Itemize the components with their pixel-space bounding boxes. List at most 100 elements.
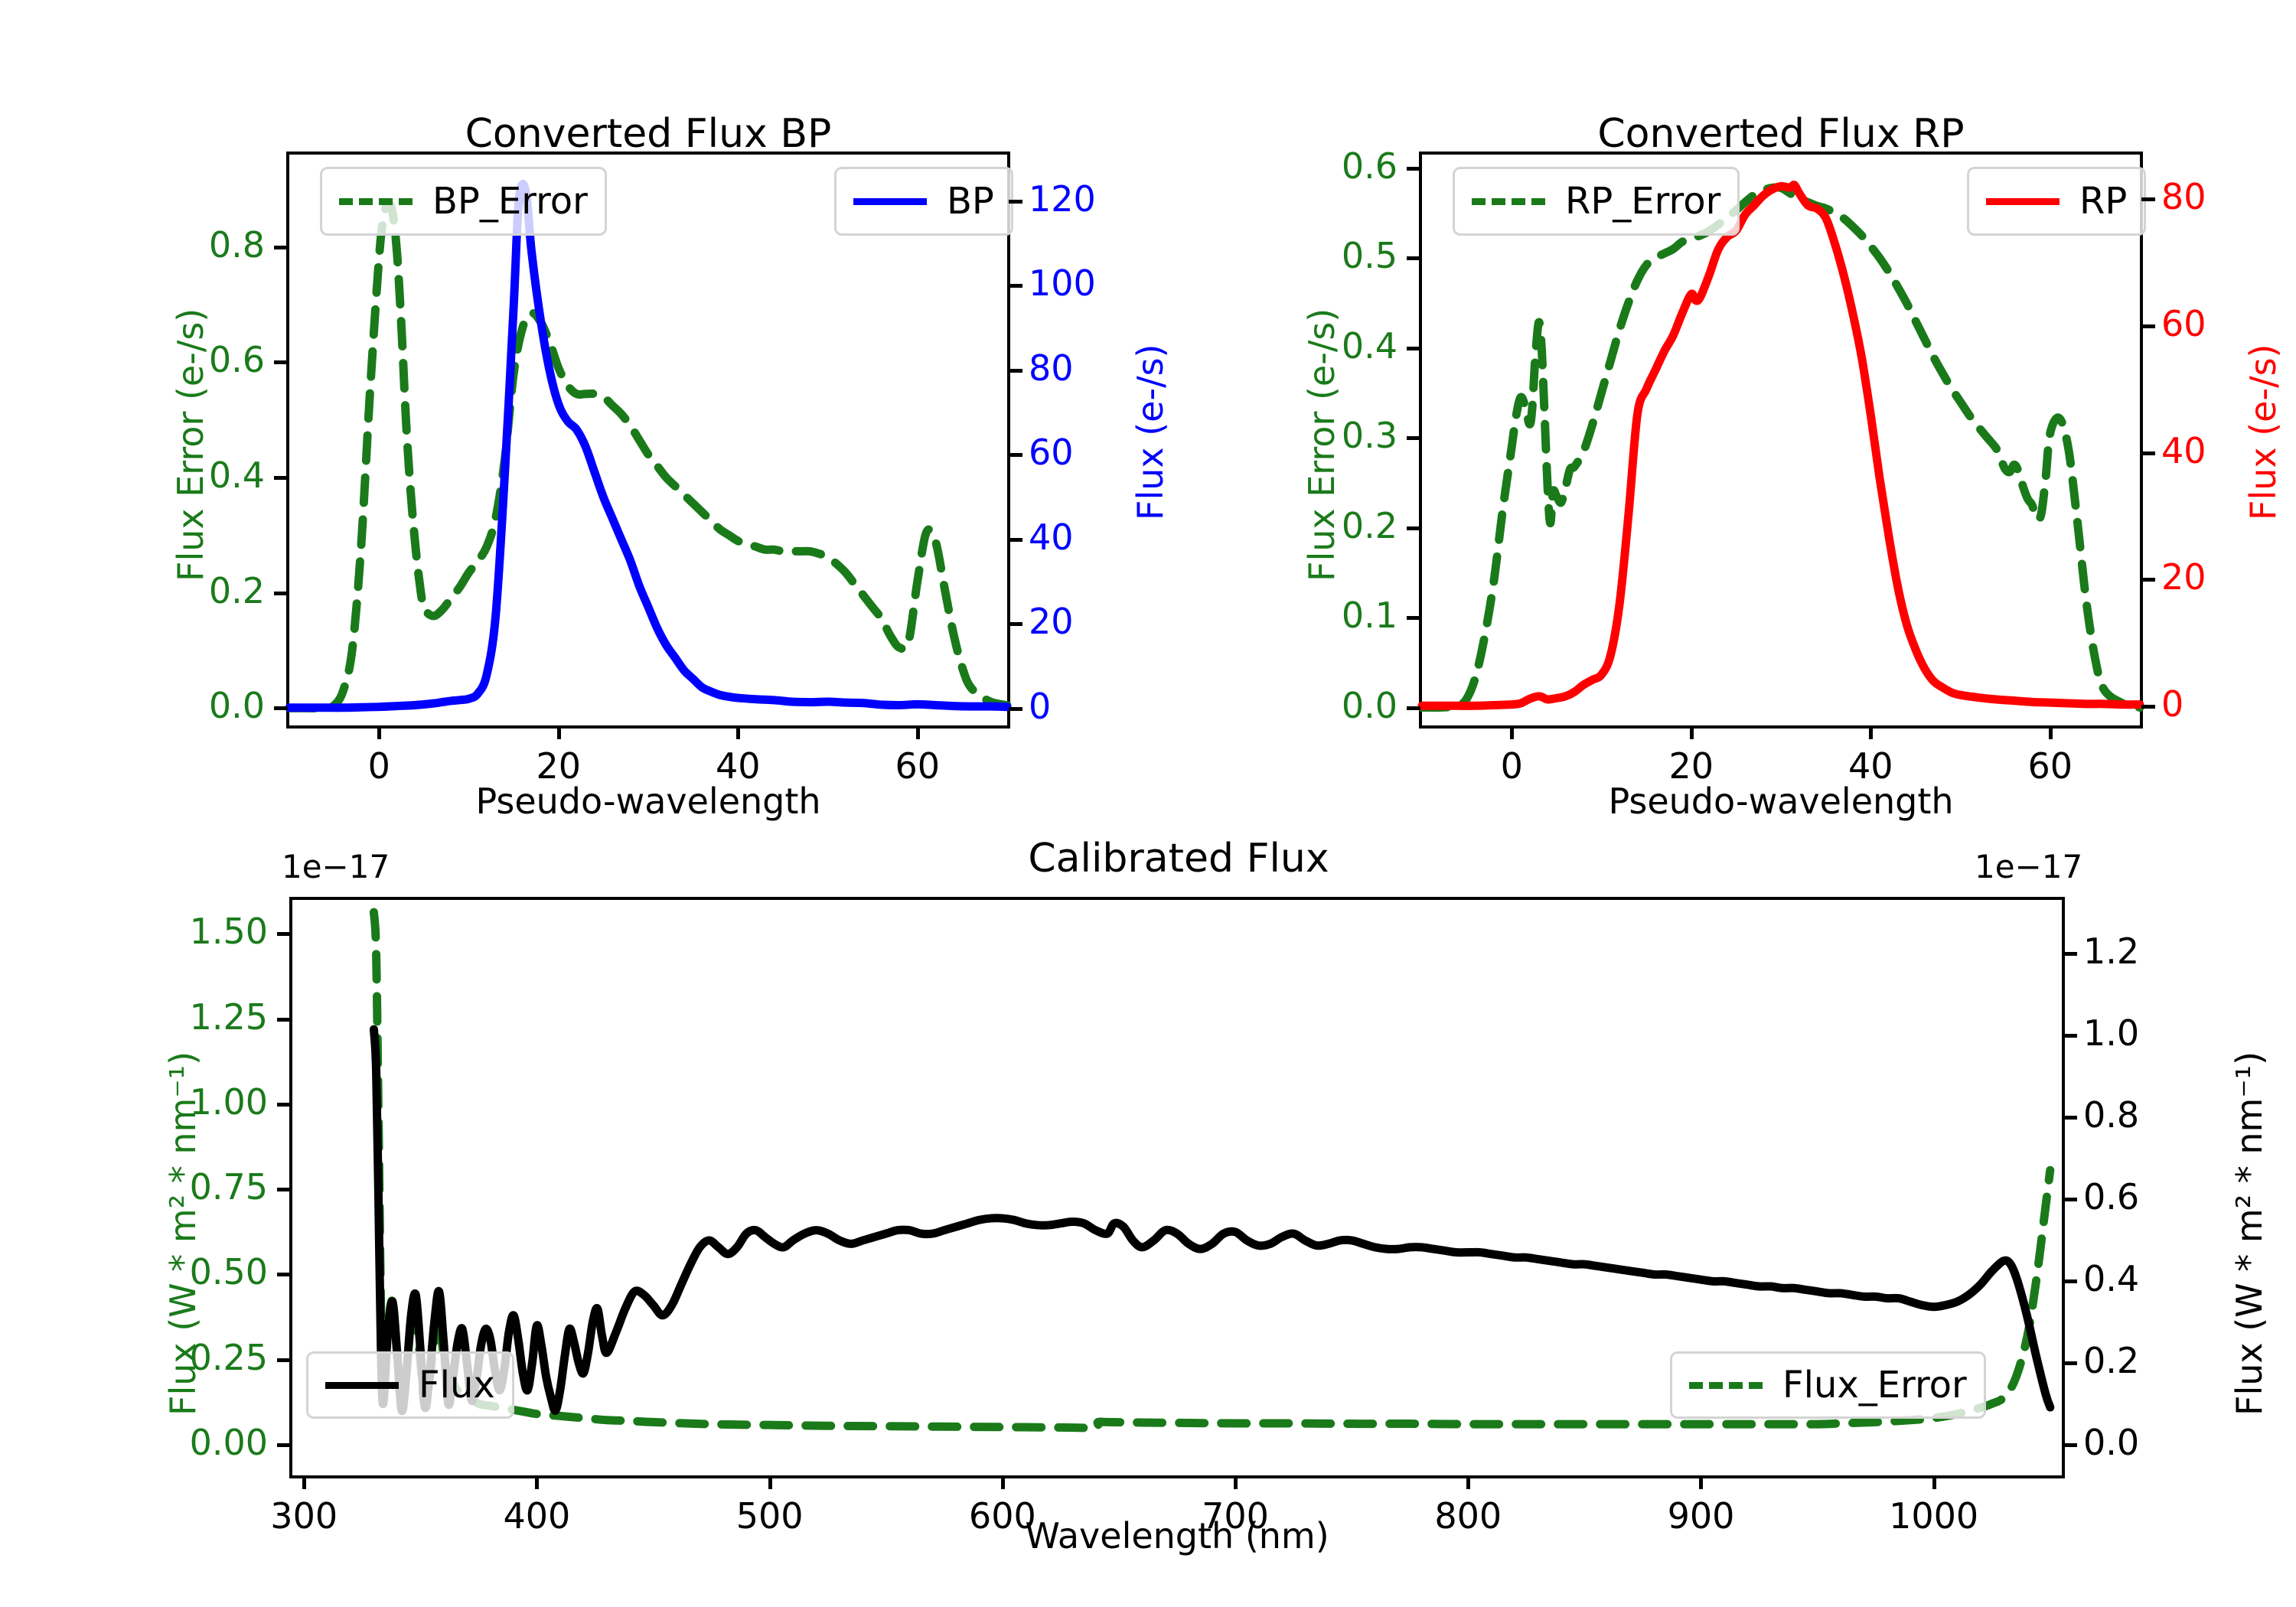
axis-tick-mark: [1000, 1475, 1005, 1489]
bp-ylabel-left: Flux Error (e-/s): [170, 308, 211, 582]
axis-tick-label: 0.2: [2083, 1339, 2140, 1381]
bp-error-legend-label: BP_Error: [432, 180, 588, 223]
flux-error-legend-label: Flux_Error: [1782, 1364, 1967, 1407]
axis-tick-label: 1.25: [189, 996, 268, 1038]
axis-tick-mark: [1932, 1475, 1936, 1489]
axis-tick-mark: [1009, 199, 1022, 204]
bp-line-swatch: [853, 197, 927, 205]
axis-tick-mark: [915, 725, 920, 739]
axis-tick-mark: [1407, 166, 1420, 171]
axis-tick-label: 20: [1029, 601, 1074, 643]
axis-tick-label: 0.4: [1341, 324, 1397, 367]
axis-tick-mark: [274, 475, 288, 480]
bp-error-line-swatch: [339, 197, 413, 205]
axis-tick-mark: [277, 1102, 291, 1107]
axis-tick-mark: [535, 1475, 540, 1489]
axis-tick-label: 600: [968, 1495, 1036, 1537]
axis-tick-label: 60: [2161, 302, 2206, 344]
axis-tick-mark: [2063, 1279, 2077, 1283]
calibrated-title: Calibrated Flux: [1028, 836, 1329, 882]
axis-tick-mark: [1407, 616, 1420, 621]
axis-tick-label: 500: [735, 1495, 804, 1537]
axis-tick-mark: [1234, 1475, 1238, 1489]
axis-tick-mark: [2048, 725, 2053, 739]
rp-legend-flux[interactable]: RP: [1967, 167, 2147, 236]
axis-tick-label: 0.8: [208, 223, 265, 266]
axis-tick-label: 0.8: [2083, 1094, 2140, 1136]
axis-tick-label: 0.4: [2083, 1257, 2140, 1299]
axis-tick-label: 60: [2027, 745, 2073, 787]
rp-plot-area: [1419, 152, 2143, 729]
axis-tick-mark: [1699, 1475, 1704, 1489]
calibrated-ylabel-right: Flux (W * m² * nm⁻¹): [2229, 1051, 2270, 1416]
rp-ylabel-right: Flux (e-/s): [2242, 344, 2284, 521]
axis-tick-label: 0: [2161, 683, 2184, 725]
axis-tick-label: 40: [1029, 516, 1074, 558]
axis-tick-label: 100: [1029, 262, 1096, 305]
axis-tick-mark: [274, 360, 288, 365]
axis-tick-mark: [1009, 368, 1022, 373]
axis-tick-mark: [1510, 725, 1515, 739]
axis-tick-mark: [2141, 705, 2155, 709]
axis-tick-mark: [2141, 324, 2155, 328]
axis-tick-label: 0.50: [189, 1251, 268, 1293]
axis-tick-mark: [1407, 256, 1420, 261]
axis-tick-label: 900: [1667, 1495, 1735, 1537]
axis-tick-label: 0.25: [189, 1336, 268, 1378]
axis-tick-mark: [2063, 1197, 2077, 1201]
axis-tick-mark: [1407, 346, 1420, 350]
axis-tick-mark: [2063, 1115, 2077, 1120]
calibrated-xlabel: Wavelength (nm): [1025, 1515, 1329, 1556]
axis-tick-label: 40: [1848, 745, 1893, 787]
axis-tick-mark: [277, 1017, 291, 1022]
axis-tick-mark: [277, 1273, 291, 1277]
calibrated-legend-error[interactable]: Flux_Error: [1670, 1351, 1986, 1419]
axis-tick-label: 700: [1202, 1495, 1269, 1537]
axis-tick-mark: [1407, 526, 1420, 530]
axis-tick-label: 20: [536, 745, 582, 787]
rp-title: Converted Flux RP: [1597, 111, 1965, 157]
axis-tick-mark: [277, 1358, 291, 1362]
flux-line-swatch: [325, 1381, 399, 1389]
axis-tick-mark: [2063, 951, 2077, 956]
axis-tick-mark: [2141, 197, 2155, 202]
rp-ylabel-left: Flux Error (e-/s): [1301, 308, 1342, 582]
bp-legend-flux[interactable]: BP: [834, 167, 1013, 236]
axis-tick-mark: [2141, 451, 2155, 455]
axis-tick-label: 1.50: [189, 911, 268, 953]
axis-tick-label: 120: [1029, 178, 1096, 220]
bp-plot-area: [286, 152, 1010, 729]
axis-tick-mark: [274, 245, 288, 249]
bp-curves: [285, 179, 1012, 713]
rp-xlabel: Pseudo-wavelength: [1608, 781, 1954, 822]
axis-tick-label: 0.6: [2083, 1175, 2140, 1217]
axis-tick-mark: [2063, 1442, 2077, 1447]
axis-tick-label: 80: [1029, 347, 1074, 389]
axis-tick-label: 0.4: [208, 454, 265, 496]
calibrated-legend-flux[interactable]: Flux: [306, 1351, 514, 1419]
calibrated-plot-area: [289, 897, 2065, 1478]
axis-tick-mark: [277, 1442, 291, 1447]
axis-tick-mark: [1466, 1475, 1471, 1489]
axis-tick-label: 40: [715, 745, 761, 787]
axis-tick-label: 0.0: [2083, 1421, 2140, 1463]
axis-tick-label: 0.6: [208, 339, 265, 381]
axis-tick-mark: [1407, 706, 1420, 710]
axis-tick-mark: [377, 725, 382, 739]
bp-legend-error[interactable]: BP_Error: [320, 167, 607, 236]
axis-tick-mark: [1009, 706, 1022, 711]
axis-tick-label: 60: [1029, 432, 1074, 474]
axis-tick-label: 0: [1029, 685, 1052, 727]
axis-tick-mark: [2141, 578, 2155, 582]
rp-curves: [1417, 181, 2144, 712]
bp-legend-label: BP: [947, 180, 994, 223]
axis-tick-label: 0.1: [1341, 595, 1397, 637]
axis-tick-mark: [556, 725, 561, 739]
axis-tick-mark: [1869, 725, 1874, 739]
axis-tick-label: 0.2: [1341, 504, 1397, 546]
axis-tick-mark: [1009, 622, 1022, 627]
rp-legend-error[interactable]: RP_Error: [1453, 167, 1740, 236]
rp-error-line-swatch: [1472, 197, 1545, 205]
axis-tick-mark: [277, 932, 291, 937]
